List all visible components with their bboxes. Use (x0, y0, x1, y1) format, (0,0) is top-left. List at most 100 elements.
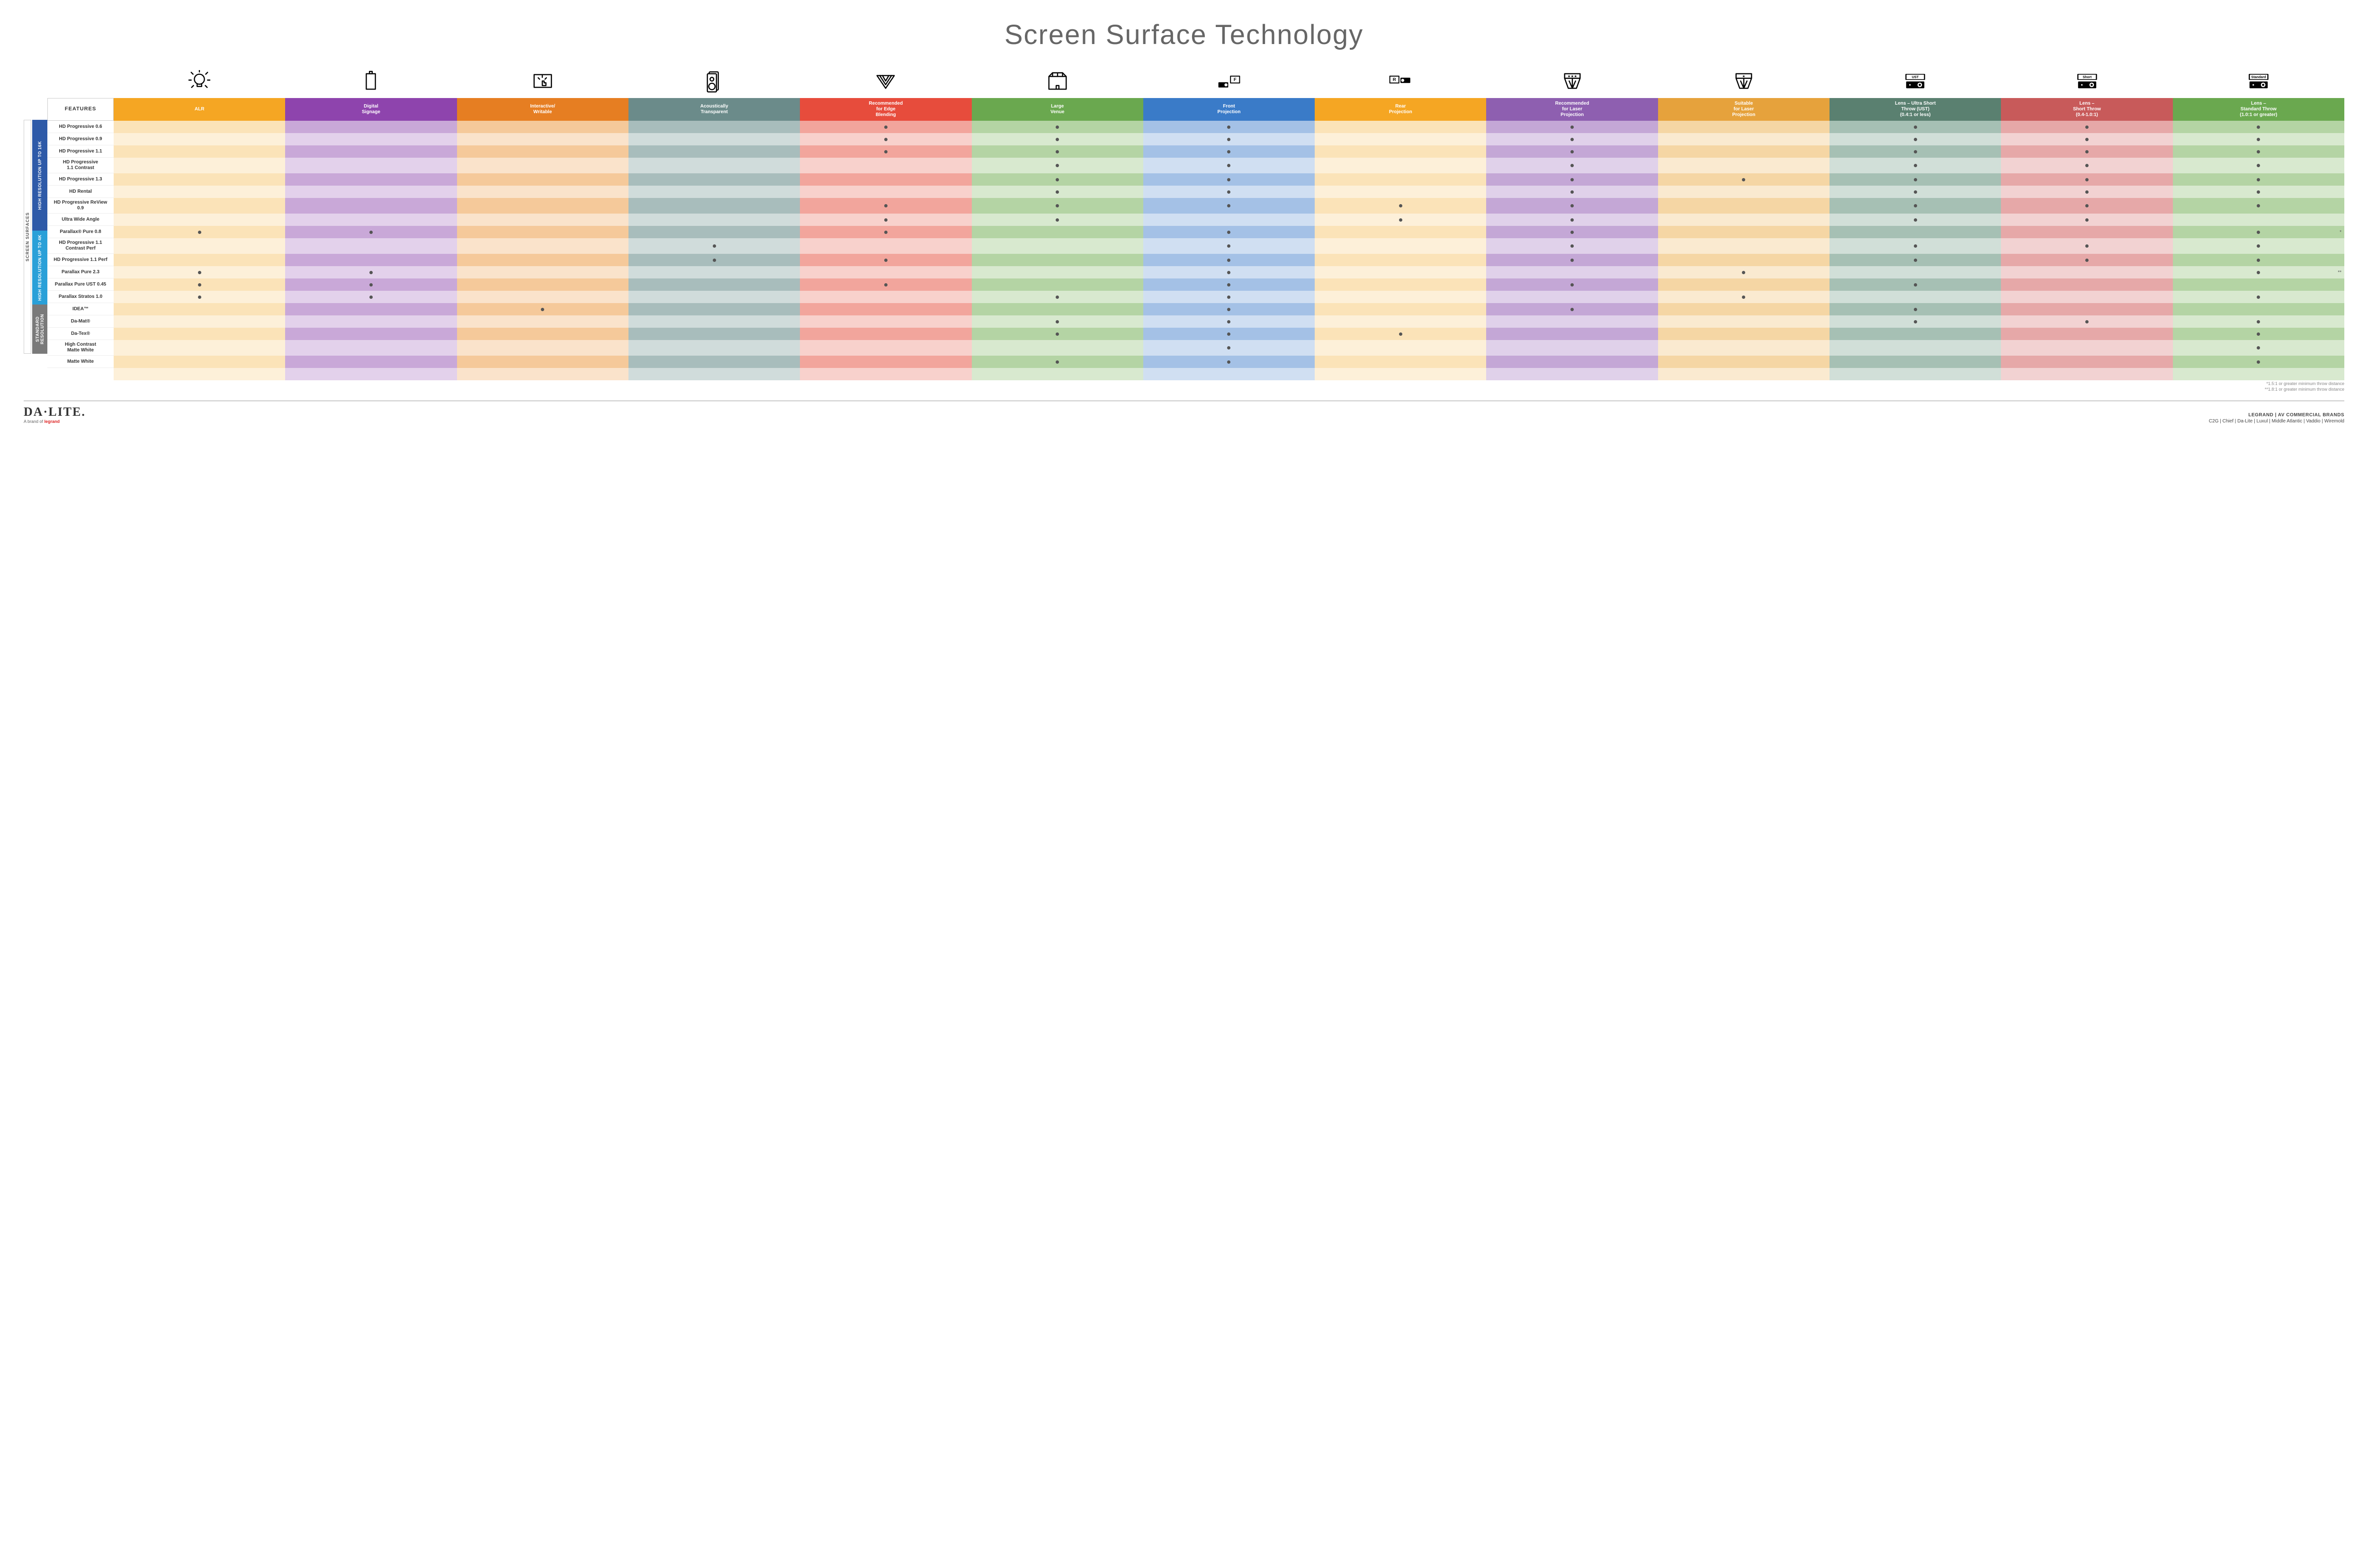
footer-right-title: LEGRAND | AV COMMERCIAL BRANDS (2209, 412, 2344, 418)
cell-short (2001, 214, 2172, 226)
cell-digsig (285, 121, 457, 133)
row-label: Ultra Wide Angle (47, 214, 114, 226)
col-icon-digsig (285, 65, 457, 98)
cell-edge (800, 121, 971, 133)
cell-digsig (285, 356, 457, 368)
brand-subline: A brand of legrand (24, 419, 86, 424)
cell-digsig (285, 238, 457, 254)
cell-interact (457, 186, 628, 198)
cell-interact (457, 254, 628, 266)
cell-acoustic (628, 328, 800, 340)
cell-std: * (2173, 226, 2344, 238)
cell-short (2001, 186, 2172, 198)
row-label: HD Progressive 1.1 Perf (47, 254, 114, 266)
cell-alr (114, 291, 285, 303)
cell-suitlaser (1658, 238, 1830, 254)
cell-edge (800, 266, 971, 278)
group-labels: HIGH RESOLUTION UP TO 16KHIGH RESOLUTION… (32, 65, 47, 380)
footnote-1: *1.5:1 or greater minimum throw distance (24, 381, 2344, 387)
cell-large (972, 328, 1143, 340)
cell-edge (800, 254, 971, 266)
svg-text:F: F (1234, 77, 1237, 82)
cell-std (2173, 238, 2344, 254)
cell-front (1143, 186, 1315, 198)
cell-ust (1830, 158, 2001, 173)
cell-suitlaser (1658, 145, 1830, 158)
cell-reclaser (1486, 173, 1658, 186)
cell-reclaser (1486, 340, 1658, 356)
cell-short (2001, 291, 2172, 303)
cell-digsig (285, 266, 457, 278)
col-header-large: LargeVenue (972, 98, 1143, 121)
col-header-short: Lens –Short Throw(0.4-1.0:1) (2001, 98, 2172, 121)
col-icon-large (972, 65, 1143, 98)
cell-acoustic (628, 186, 800, 198)
cell-short (2001, 254, 2172, 266)
chart-wrap: SCREEN SURFACES HIGH RESOLUTION UP TO 16… (24, 65, 2344, 380)
footnote-2: **1.8:1 or greater minimum throw distanc… (24, 387, 2344, 393)
cell-reclaser (1486, 315, 1658, 328)
cell-suitlaser (1658, 226, 1830, 238)
icon-spacer (47, 65, 114, 98)
cell-large (972, 303, 1143, 315)
cell-edge (800, 291, 971, 303)
cell-interact (457, 158, 628, 173)
cell-front (1143, 291, 1315, 303)
cell-edge (800, 198, 971, 214)
cell-reclaser (1486, 133, 1658, 145)
cell-front (1143, 328, 1315, 340)
cell-rear (1315, 315, 1486, 328)
cell-acoustic (628, 133, 800, 145)
cell-std (2173, 340, 2344, 356)
cell-reclaser (1486, 121, 1658, 133)
cell-std (2173, 186, 2344, 198)
col-header-interact: Interactive/Writable (457, 98, 628, 121)
cell-short (2001, 173, 2172, 186)
cell-short (2001, 328, 2172, 340)
col-icon-ust: UST (1830, 65, 2001, 98)
cell-interact (457, 214, 628, 226)
col-header-suitlaser: Suitablefor LaserProjection (1658, 98, 1830, 121)
cell-reclaser (1486, 214, 1658, 226)
svg-text:★★★: ★★★ (1567, 74, 1577, 78)
cell-std (2173, 328, 2344, 340)
col-header-ust: Lens – Ultra ShortThrow (UST)(0.4:1 or l… (1830, 98, 2001, 121)
cell-reclaser (1486, 198, 1658, 214)
cell-rear (1315, 145, 1486, 158)
cell-front (1143, 238, 1315, 254)
cell-acoustic (628, 291, 800, 303)
row-label: HD Progressive 0.9 (47, 133, 114, 145)
cell-ust (1830, 198, 2001, 214)
cell-interact (457, 238, 628, 254)
cell-suitlaser (1658, 340, 1830, 356)
cell-edge (800, 303, 971, 315)
cell-std (2173, 145, 2344, 158)
cell-large (972, 356, 1143, 368)
cell-digsig (285, 214, 457, 226)
cell-interact (457, 356, 628, 368)
foot-cell (2001, 368, 2172, 380)
cell-rear (1315, 214, 1486, 226)
row-label: HD Progressive 1.1 (47, 145, 114, 158)
cell-rear (1315, 291, 1486, 303)
cell-short (2001, 266, 2172, 278)
foot-cell (972, 368, 1143, 380)
cell-reclaser (1486, 356, 1658, 368)
cell-acoustic (628, 254, 800, 266)
page-title: Screen Surface Technology (24, 19, 2344, 51)
cell-edge (800, 173, 971, 186)
cell-large (972, 173, 1143, 186)
cell-short (2001, 158, 2172, 173)
cell-front (1143, 173, 1315, 186)
row-label: HD Progressive 1.3 (47, 173, 114, 186)
cell-alr (114, 121, 285, 133)
cell-edge (800, 340, 971, 356)
cell-ust (1830, 186, 2001, 198)
cell-ust (1830, 340, 2001, 356)
col-icon-suitlaser: ★ (1658, 65, 1830, 98)
cell-ust (1830, 278, 2001, 291)
cell-alr (114, 158, 285, 173)
cell-suitlaser (1658, 173, 1830, 186)
row-label: Parallax® Pure 0.8 (47, 226, 114, 238)
cell-digsig (285, 158, 457, 173)
